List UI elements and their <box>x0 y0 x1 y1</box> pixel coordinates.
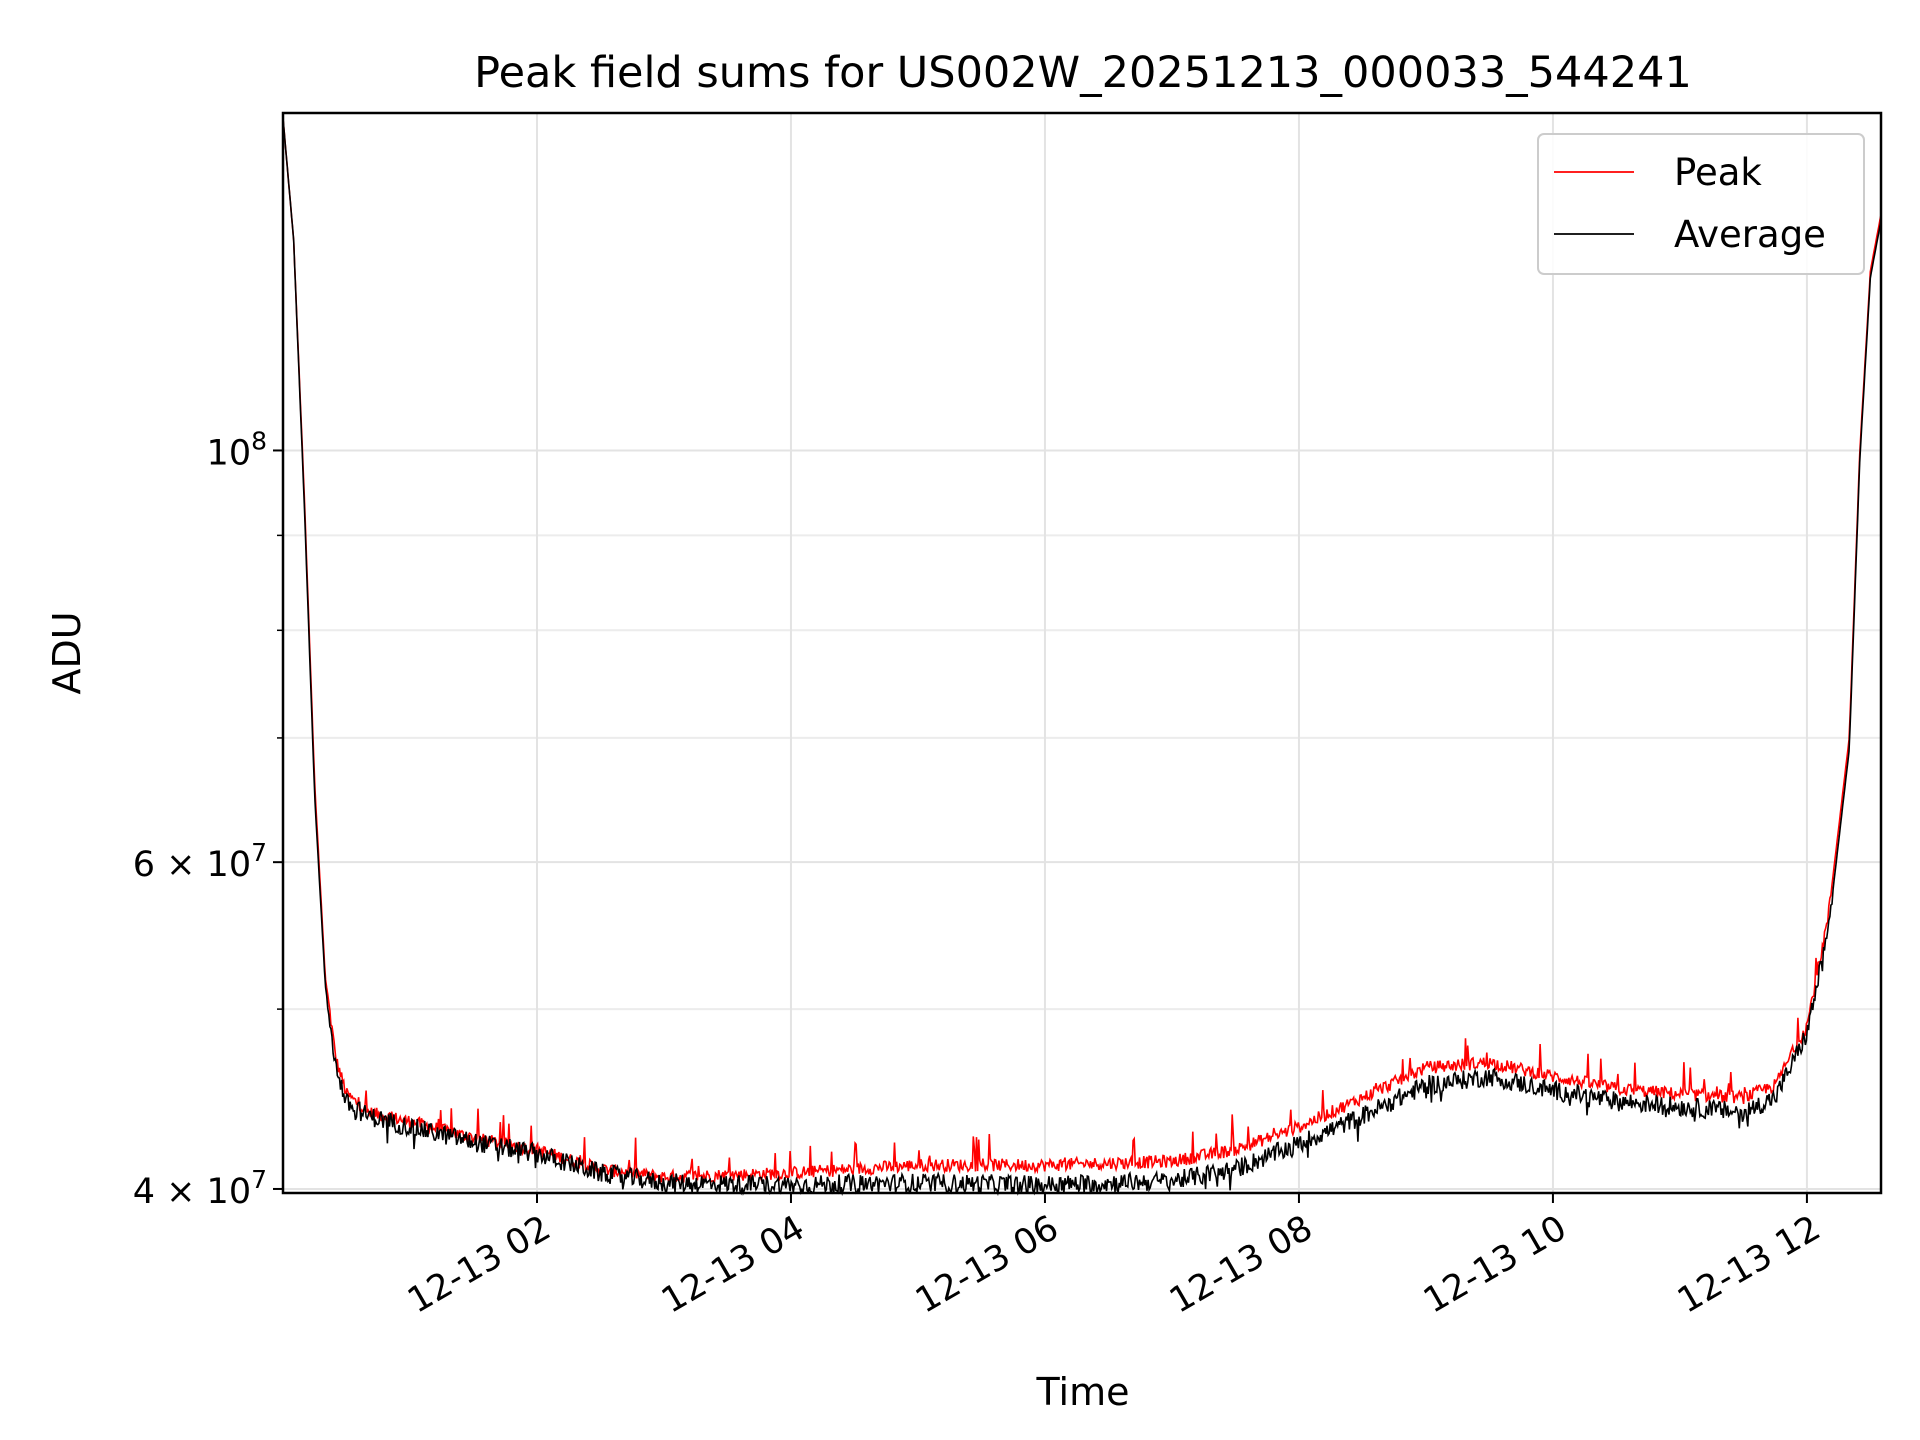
x-axis-label: Time <box>1036 1370 1130 1414</box>
y-tick-label: 108 <box>207 426 267 473</box>
x-tick-label: 12-13 12 <box>1671 1208 1827 1321</box>
x-tick-label: 12-13 04 <box>655 1208 811 1321</box>
chart-title: Peak field sums for US002W_20251213_0000… <box>474 48 1692 98</box>
series-line-peak <box>282 118 1882 1184</box>
series-layer <box>282 118 1882 1197</box>
legend-label-average: Average <box>1674 213 1826 256</box>
legend-label-peak: Peak <box>1674 151 1762 194</box>
x-tick-label: 12-13 02 <box>401 1208 557 1321</box>
legend-box <box>1537 133 1865 275</box>
grid <box>283 113 1881 1193</box>
x-tick-label: 12-13 06 <box>909 1208 1065 1321</box>
y-tick-label: 6 × 107 <box>133 838 267 885</box>
plot-frame <box>281 111 1883 1195</box>
x-tick-label: 12-13 10 <box>1417 1208 1573 1321</box>
x-axis: 12-13 02 12-13 04 12-13 06 12-13 08 12-13 10… <box>401 1193 1827 1321</box>
y-tick-label: 4 × 107 <box>133 1165 267 1212</box>
series-line-average <box>282 118 1882 1197</box>
legend: Peak Average <box>1537 133 1865 275</box>
x-tick-label: 12-13 08 <box>1163 1208 1319 1321</box>
y-axis: 4 × 107 6 × 107 108 <box>133 426 283 1212</box>
y-axis-label: ADU <box>45 611 89 694</box>
